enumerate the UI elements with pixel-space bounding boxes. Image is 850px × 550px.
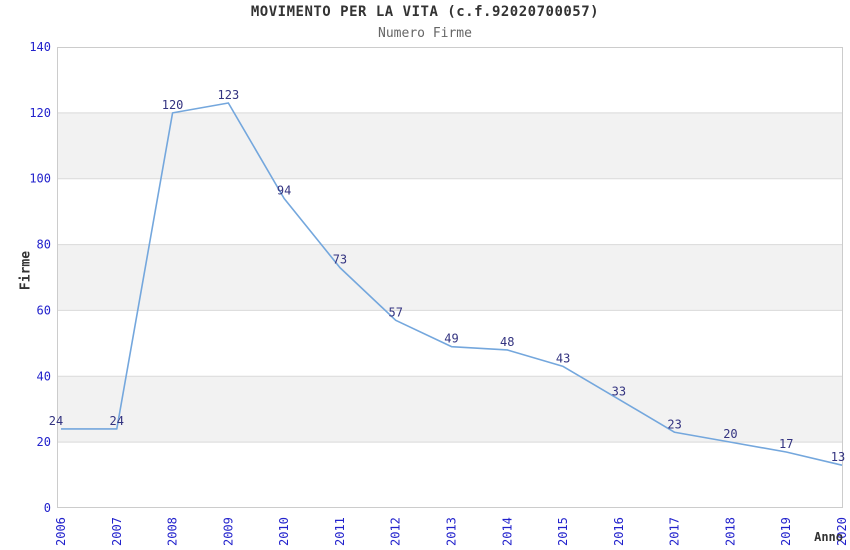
data-point-label: 20 (723, 427, 737, 441)
y-tick-label: 40 (37, 369, 51, 383)
series-line (61, 102, 843, 466)
data-point-label: 48 (500, 335, 514, 349)
data-point-label: 24 (49, 414, 63, 428)
data-point-label: 94 (277, 183, 291, 197)
chart-title: MOVIMENTO PER LA VITA (c.f.92020700057) (250, 4, 600, 20)
data-point-label: 123 (218, 88, 240, 102)
grid-band (57, 112, 843, 179)
data-point-label: 120 (162, 98, 184, 112)
x-tick-label: 2018 (723, 517, 737, 546)
x-tick-label: 2010 (277, 517, 291, 546)
x-tick-label: 2015 (556, 517, 570, 546)
x-tick-label: 2012 (389, 517, 403, 546)
x-tick-label: 2020 (835, 517, 849, 546)
plot-border (57, 47, 843, 508)
x-tick-label: 2016 (612, 517, 626, 546)
data-point-label: 24 (110, 414, 124, 428)
chart-subtitle: Numero Firme (378, 26, 472, 41)
y-tick-label: 120 (29, 106, 51, 120)
x-tick-label: 2007 (110, 517, 124, 546)
grid-band (57, 376, 843, 443)
x-tick-label: 2011 (333, 517, 347, 546)
x-tick-label: 2019 (779, 517, 793, 546)
x-tick-label: 2017 (668, 517, 682, 546)
x-tick-label: 2014 (500, 517, 514, 546)
grid-band (57, 244, 843, 311)
data-point-label: 73 (333, 253, 347, 267)
y-tick-label: 100 (29, 172, 51, 186)
data-point-label: 33 (612, 384, 626, 398)
x-axis-title: Anno (814, 530, 843, 544)
y-tick-label: 140 (29, 40, 51, 54)
x-tick-label: 2006 (54, 517, 68, 546)
y-tick-label: 0 (44, 501, 51, 515)
y-tick-label: 20 (37, 435, 51, 449)
data-point-label: 57 (388, 305, 402, 319)
x-tick-label: 2013 (445, 517, 459, 546)
data-point-label: 17 (779, 437, 793, 451)
data-point-label: 49 (444, 332, 458, 346)
y-tick-label: 80 (37, 238, 51, 252)
data-point-label: 23 (667, 417, 681, 431)
data-point-label: 43 (556, 351, 570, 365)
data-point-label: 13 (831, 450, 845, 464)
x-tick-label: 2008 (166, 517, 180, 546)
y-tick-label: 60 (37, 303, 51, 317)
x-tick-label: 2009 (221, 517, 235, 546)
